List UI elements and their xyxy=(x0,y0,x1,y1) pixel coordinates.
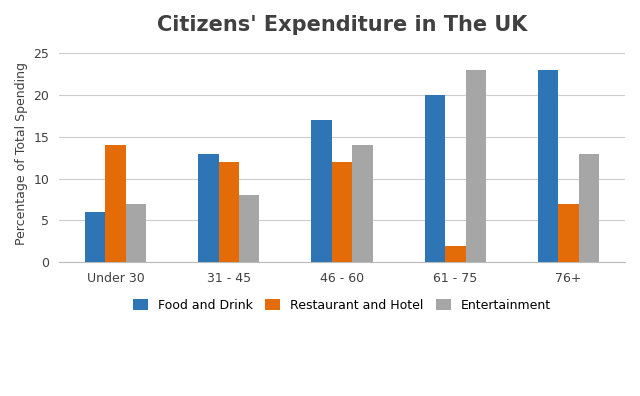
Bar xyxy=(579,154,599,262)
Bar xyxy=(538,70,559,262)
Bar xyxy=(445,246,465,262)
Bar xyxy=(105,145,125,262)
Bar xyxy=(332,162,352,262)
Bar xyxy=(425,95,445,262)
Bar xyxy=(239,195,259,262)
Title: Citizens' Expenditure in The UK: Citizens' Expenditure in The UK xyxy=(157,15,527,35)
Bar xyxy=(219,162,239,262)
Bar xyxy=(198,154,219,262)
Y-axis label: Percentage of Total Spending: Percentage of Total Spending xyxy=(15,62,28,245)
Bar xyxy=(312,120,332,262)
Bar xyxy=(465,70,486,262)
Bar xyxy=(352,145,372,262)
Bar xyxy=(85,212,105,262)
Legend: Food and Drink, Restaurant and Hotel, Entertainment: Food and Drink, Restaurant and Hotel, En… xyxy=(128,294,556,317)
Bar xyxy=(559,204,579,262)
Bar xyxy=(125,204,146,262)
